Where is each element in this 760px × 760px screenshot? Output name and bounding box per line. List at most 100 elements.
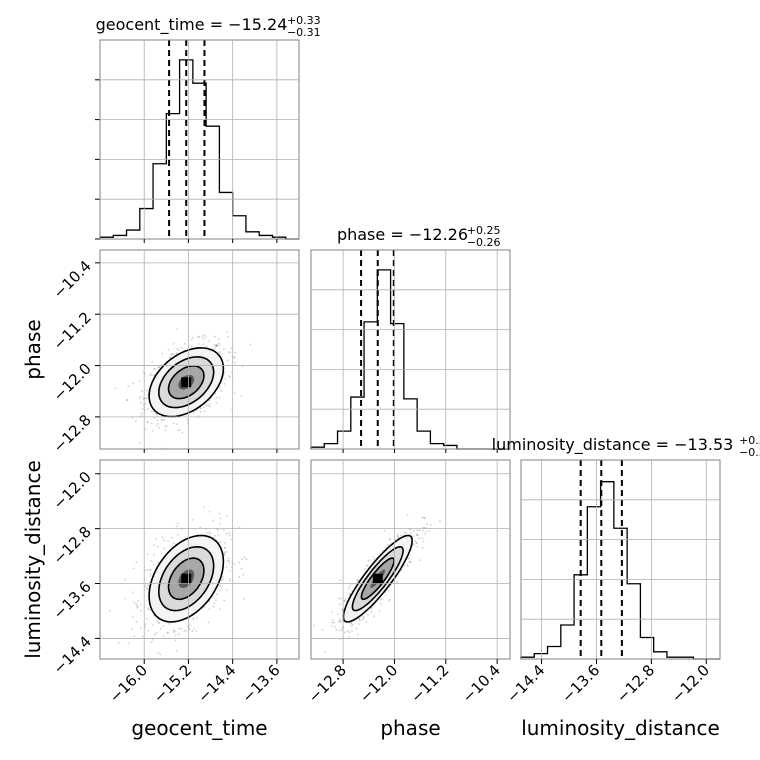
sample-point bbox=[164, 428, 167, 431]
sample-point bbox=[356, 580, 359, 583]
sample-point bbox=[154, 367, 156, 370]
sample-point bbox=[378, 610, 381, 613]
sample-point bbox=[181, 432, 184, 434]
sample-point bbox=[197, 343, 200, 345]
sample-point bbox=[168, 357, 171, 360]
sample-point bbox=[208, 531, 211, 534]
sample-point bbox=[202, 406, 205, 409]
sample-point bbox=[191, 630, 194, 633]
sample-point bbox=[132, 382, 134, 385]
sample-point bbox=[230, 347, 233, 350]
sample-point bbox=[180, 627, 183, 630]
sample-point bbox=[331, 611, 333, 613]
sample-point bbox=[145, 587, 148, 589]
sample-point bbox=[406, 563, 409, 566]
sample-point bbox=[156, 620, 159, 623]
sample-point bbox=[166, 632, 169, 635]
sample-point bbox=[151, 360, 154, 363]
sample-point bbox=[205, 405, 208, 407]
sample-point bbox=[222, 528, 225, 531]
sample-point bbox=[214, 346, 216, 349]
sample-point bbox=[364, 568, 367, 570]
sample-point bbox=[238, 562, 241, 564]
sample-point bbox=[156, 424, 158, 427]
x-tick-label: −13.6 bbox=[238, 661, 283, 706]
sample-point bbox=[149, 573, 152, 575]
grid-lines bbox=[311, 460, 510, 659]
sample-point bbox=[212, 605, 215, 608]
sample-point bbox=[179, 428, 181, 431]
sample-point bbox=[199, 410, 202, 413]
sample-point bbox=[146, 617, 148, 620]
sample-point bbox=[199, 407, 202, 409]
sample-point bbox=[339, 603, 342, 606]
sample-point bbox=[211, 595, 214, 598]
sample-point bbox=[144, 403, 147, 405]
sample-point bbox=[324, 650, 327, 653]
sample-point bbox=[209, 405, 212, 408]
sample-point bbox=[192, 627, 195, 630]
sample-point bbox=[321, 629, 324, 631]
sample-point bbox=[367, 613, 369, 616]
sample-point bbox=[162, 625, 165, 628]
sample-point bbox=[159, 653, 162, 656]
sample-point bbox=[222, 576, 224, 579]
sample-point bbox=[225, 589, 228, 591]
sample-point bbox=[153, 614, 155, 617]
sample-point bbox=[161, 419, 164, 421]
sample-point bbox=[229, 578, 231, 580]
sample-point bbox=[153, 368, 155, 370]
sample-point bbox=[381, 550, 384, 552]
sample-point bbox=[372, 559, 375, 561]
sample-point bbox=[164, 425, 167, 428]
sample-point bbox=[337, 613, 340, 616]
sample-point bbox=[370, 610, 373, 613]
sample-point bbox=[174, 634, 177, 636]
sample-point bbox=[365, 564, 368, 567]
sample-point bbox=[141, 408, 144, 410]
sample-point bbox=[186, 419, 188, 421]
sample-point bbox=[219, 540, 222, 543]
histogram-panel-phase bbox=[310, 249, 511, 453]
sample-point bbox=[152, 639, 154, 641]
sample-point bbox=[421, 547, 424, 549]
sample-point bbox=[400, 534, 403, 537]
sample-point bbox=[349, 584, 352, 587]
sample-point bbox=[238, 576, 241, 579]
sample-point bbox=[144, 623, 147, 625]
sample-point bbox=[397, 533, 399, 536]
x-tick-label: −12.0 bbox=[668, 661, 713, 706]
sample-point bbox=[419, 559, 422, 561]
title-main: luminosity_distance = −13.53 bbox=[492, 435, 734, 455]
sample-point bbox=[218, 396, 221, 399]
sample-point bbox=[226, 335, 229, 338]
sample-point bbox=[152, 624, 154, 626]
sample-point bbox=[189, 624, 192, 627]
sample-point bbox=[135, 602, 137, 605]
sample-point bbox=[180, 346, 183, 349]
sample-point bbox=[198, 336, 201, 338]
sample-point bbox=[161, 536, 164, 539]
sample-point bbox=[146, 553, 149, 556]
sample-point bbox=[149, 569, 152, 571]
sample-point bbox=[409, 561, 411, 563]
sample-point bbox=[339, 597, 342, 600]
sample-point bbox=[429, 524, 432, 526]
sample-point bbox=[138, 397, 141, 400]
sample-point bbox=[387, 589, 390, 592]
grid-lines bbox=[100, 460, 299, 659]
sample-point bbox=[226, 359, 229, 362]
sample-point bbox=[233, 355, 235, 358]
sample-point bbox=[242, 597, 245, 600]
y-tick-label: −14.4 bbox=[50, 633, 95, 678]
sample-point bbox=[124, 597, 127, 600]
sample-point bbox=[218, 351, 220, 354]
sample-point bbox=[205, 532, 208, 534]
sample-point bbox=[204, 336, 207, 339]
sample-point bbox=[191, 519, 194, 521]
sample-point bbox=[386, 543, 389, 546]
sample-point bbox=[225, 566, 228, 568]
sample-point bbox=[208, 403, 211, 406]
y-tick-label: −13.6 bbox=[50, 578, 95, 623]
title-plus-error: +0.25 bbox=[467, 224, 501, 237]
